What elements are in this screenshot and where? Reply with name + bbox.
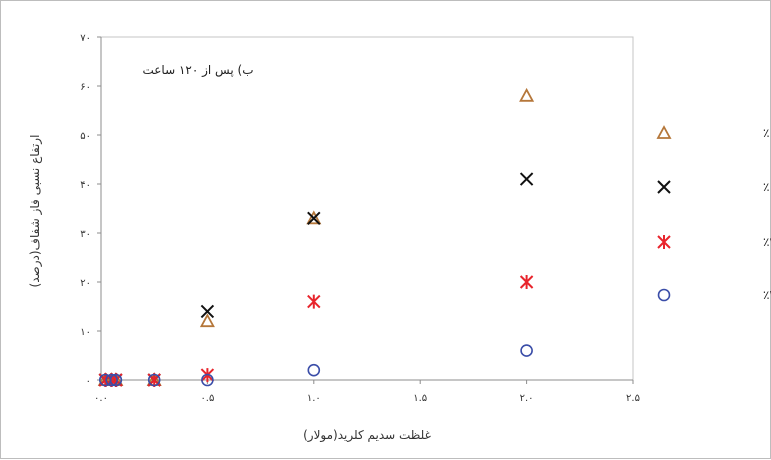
x-tick-label: ۰.۰ xyxy=(94,393,108,404)
y-tick-label: ۴۰ xyxy=(80,180,91,191)
legend-item: لاپونیت ۰/۵٪ xyxy=(658,126,771,141)
y-tick-label: ۷۰ xyxy=(80,33,91,44)
y-tick-label: ۱۰ xyxy=(80,327,91,338)
y-tick-label: ۵۰ xyxy=(80,131,91,142)
legend-label: لاپونیت ۰/۵٪ xyxy=(763,126,771,141)
legend-item: لاپونیت ۱٪ xyxy=(658,180,771,195)
x-tick-label: ۱.۰ xyxy=(307,393,321,404)
y-tick-label: ۰ xyxy=(86,376,91,387)
chart-annotation: ب) پس از ۱۲۰ ساعت xyxy=(142,63,253,78)
asterisk-legend-icon xyxy=(658,235,670,249)
x-legend-icon xyxy=(658,181,670,193)
y-tick-label: ۶۰ xyxy=(80,82,91,93)
circle-legend-icon xyxy=(659,290,670,301)
legend-label: لاپونیت ۲٪ xyxy=(763,235,771,250)
y-tick-label: ۳۰ xyxy=(80,229,91,240)
x-tick-label: ۲.۰ xyxy=(520,393,534,404)
x-tick-label: ۱.۵ xyxy=(413,393,427,404)
x-tick-label: ۰.۵ xyxy=(200,393,214,404)
legend-label: لاپونیت ۱٪ xyxy=(763,180,771,195)
plot-area xyxy=(101,37,633,380)
y-tick-label: ۲۰ xyxy=(80,278,91,289)
legend-label: لاپونیت ۴٪ xyxy=(763,288,771,303)
legend-item: لاپونیت ۲٪ xyxy=(658,235,771,250)
triangle-legend-icon xyxy=(658,127,670,138)
legend: لاپونیت ۰/۵٪ لاپونیت ۱٪ لاپونیت ۲٪ لاپونیت … xyxy=(658,126,771,303)
y-axis-title: ارتفاع نسبی فاز شفاف(درصد) xyxy=(28,135,43,288)
x-tick-label: ۲.۵ xyxy=(626,393,640,404)
legend-item: لاپونیت ۴٪ xyxy=(659,288,771,303)
x-axis-title: غلظت سدیم کلرید(مولار) xyxy=(303,428,431,443)
